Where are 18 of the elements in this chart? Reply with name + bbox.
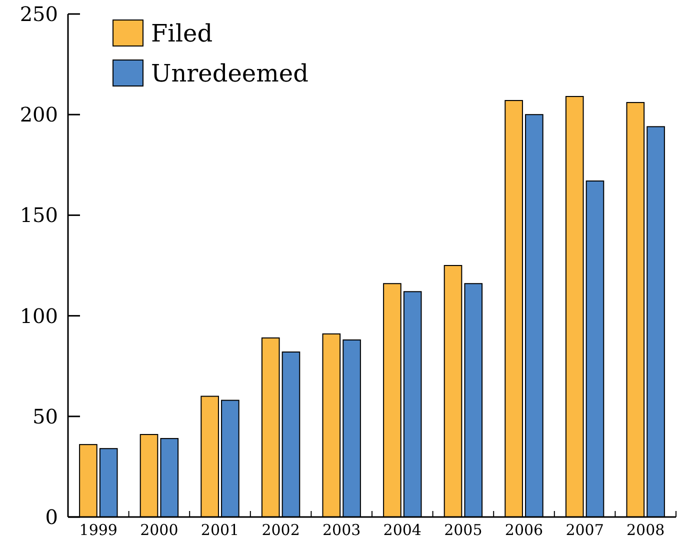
x-tick-label: 2007: [566, 521, 604, 539]
x-tick-label: 1999: [79, 521, 118, 539]
x-tick-label: 2002: [262, 521, 300, 539]
x-tick-label: 2004: [383, 521, 422, 539]
x-tick-label: 2000: [140, 521, 178, 539]
x-tick-label: 2003: [322, 521, 361, 539]
x-tick-label: 2008: [626, 521, 665, 539]
y-tick-label: 250: [20, 2, 58, 26]
legend-label: Filed: [151, 19, 213, 48]
x-tick-label: 2005: [444, 521, 482, 539]
y-tick-label: 150: [20, 203, 58, 228]
y-tick-label: 50: [32, 404, 58, 428]
y-tick-label: 0: [45, 505, 58, 529]
x-tick-label: 2006: [504, 521, 544, 539]
x-tick-label: 2001: [200, 521, 240, 539]
y-tick-label: 100: [20, 304, 58, 328]
y-tick-label: 200: [20, 102, 58, 127]
legend-label: Unredeemed: [151, 59, 308, 88]
